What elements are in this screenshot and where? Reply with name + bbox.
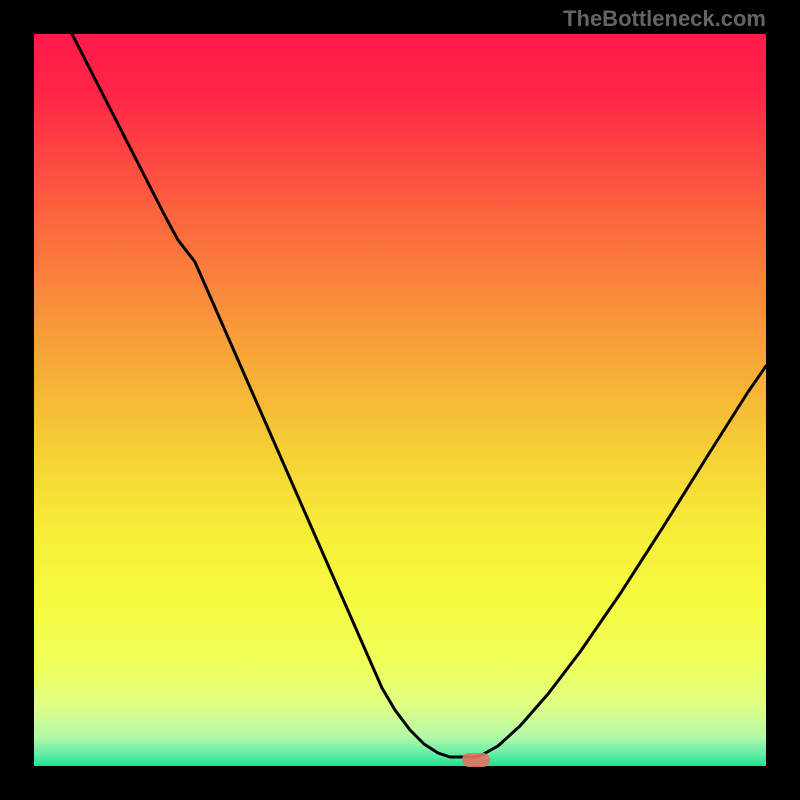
watermark-text: TheBottleneck.com (563, 6, 766, 32)
bottleneck-curve (72, 34, 766, 757)
optimal-marker (462, 753, 490, 767)
plot-area (34, 34, 766, 766)
chart-container: TheBottleneck.com (0, 0, 800, 800)
curve-layer (34, 34, 766, 766)
